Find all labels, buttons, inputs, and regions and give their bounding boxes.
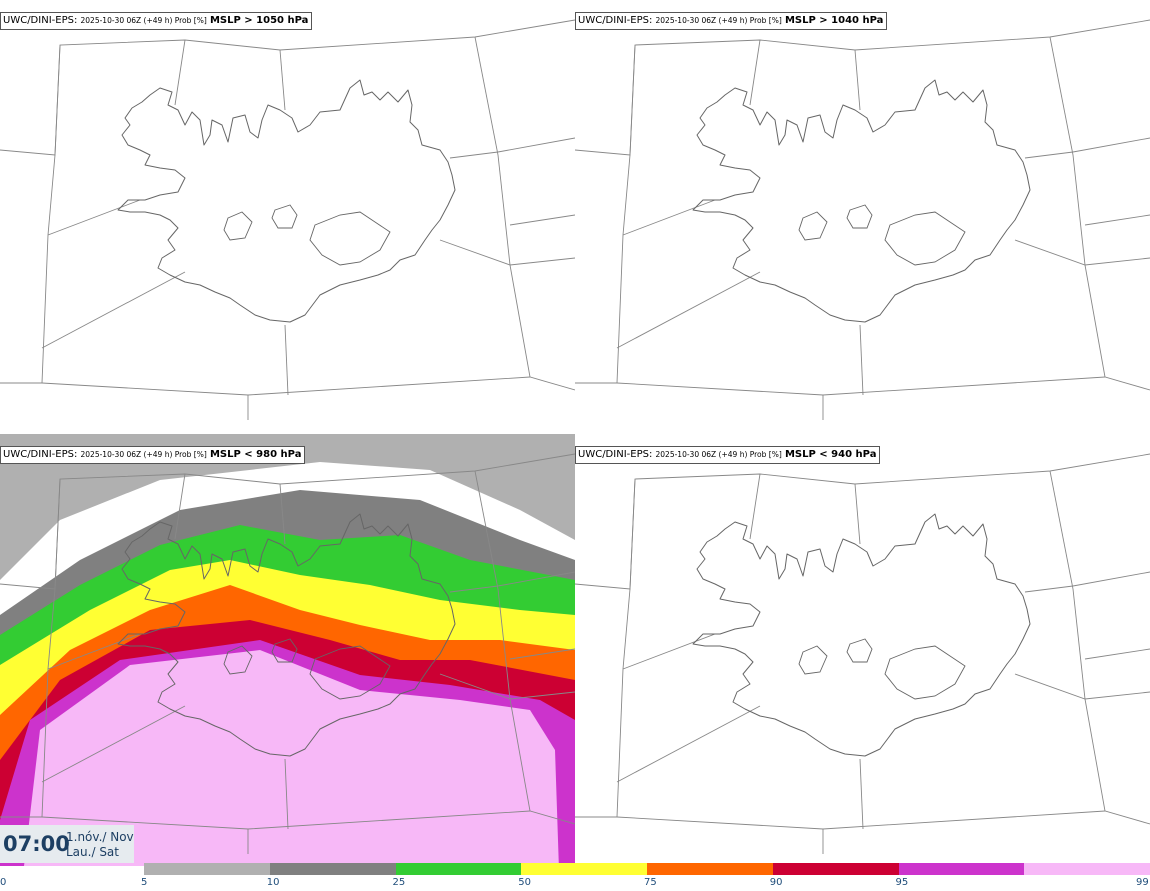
variable-label: MSLP < 980 hPa [209,449,302,460]
colorbar-segment [1024,863,1150,875]
glacier-outline [884,645,966,700]
probability-band [0,434,575,580]
colorbar-tick-label: 75 [644,877,657,888]
colorbar-tick-label: 99 [1136,877,1149,888]
glacier-outline [798,645,828,675]
colorbar [144,863,1150,875]
model-name: UWC/DINI-EPS [3,449,74,460]
map-panel-1: UWC/DINI-EPS: 2025-10-30 06Z (+49 h) Pro… [0,0,575,432]
region-boundaries [0,19,575,420]
valid-time-box: 07:00 1.nóv./ Nov Lau./ Sat [0,825,134,863]
glacier-outline [309,211,391,266]
colorbar-segment [898,863,1025,875]
map-canvas [0,434,575,866]
model-name: UWC/DINI-EPS [3,15,74,26]
colorbar-segment [521,863,647,875]
panel-title: UWC/DINI-EPS: 2025-10-30 06Z (+49 h) Pro… [575,12,888,30]
colorbar-tick-label: 25 [392,877,406,888]
iceland-coastline [692,513,1031,757]
colorbar-tick-label: 90 [769,877,783,888]
map-panel-2: UWC/DINI-EPS: 2025-10-30 06Z (+49 h) Pro… [575,0,1150,432]
iceland-coastline [117,513,456,757]
colorbar-tick-label: 5 [141,877,148,888]
model-name: UWC/DINI-EPS [578,449,649,460]
map-canvas [575,453,1150,854]
colorbar-segment [395,863,522,875]
glacier-outline [223,211,253,241]
colorbar-tick-label: 50 [518,877,531,888]
colorbar-segment [144,863,270,875]
valid-date: 1.nóv./ Nov [66,830,134,844]
run-info: 2025-10-30 06Z (+49 h) Prob [%] [655,450,782,459]
panel-title: UWC/DINI-EPS: 2025-10-30 06Z (+49 h) Pro… [0,446,306,464]
probability-fill [0,434,575,866]
glacier-outline [846,638,873,663]
probability-band [24,650,559,866]
glacier-outline [309,645,391,700]
region-boundaries [0,453,575,854]
model-name: UWC/DINI-EPS [578,15,649,26]
panel-title: UWC/DINI-EPS: 2025-10-30 06Z (+49 h) Pro… [0,12,313,30]
glacier-outline [271,638,298,663]
region-boundaries [575,453,1150,854]
colorbar-segment [647,863,773,875]
glacier-outline [846,204,873,229]
region-boundaries [575,19,1150,420]
glacier-outline [271,204,298,229]
variable-label: MSLP > 1050 hPa [209,15,309,26]
valid-time: 07:00 [3,832,70,856]
valid-weekday: Lau./ Sat [66,845,119,859]
iceland-coastline [692,79,1031,323]
colorbar-tick-label: 95 [895,877,909,888]
map-canvas [575,19,1150,420]
glacier-outline [798,211,828,241]
colorbar-segment [772,863,899,875]
glacier-outline [884,211,966,266]
run-info: 2025-10-30 06Z (+49 h) Prob [%] [655,16,782,25]
panel-title: UWC/DINI-EPS: 2025-10-30 06Z (+49 h) Pro… [575,446,881,464]
map-panel-3: UWC/DINI-EPS: 2025-10-30 06Z (+49 h) Pro… [0,434,575,866]
variable-label: MSLP > 1040 hPa [784,15,884,26]
colorbar-tick-label: 10 [266,877,280,888]
colorbar-segment [269,863,396,875]
glacier-outline [223,645,253,675]
map-panel-4: UWC/DINI-EPS: 2025-10-30 06Z (+49 h) Pro… [575,434,1150,866]
run-info: 2025-10-30 06Z (+49 h) Prob [%] [80,450,207,459]
run-info: 2025-10-30 06Z (+49 h) Prob [%] [80,16,207,25]
colorbar-tick-label: 0 [0,877,7,888]
iceland-coastline [117,79,456,323]
map-canvas [0,19,575,420]
variable-label: MSLP < 940 hPa [784,449,877,460]
